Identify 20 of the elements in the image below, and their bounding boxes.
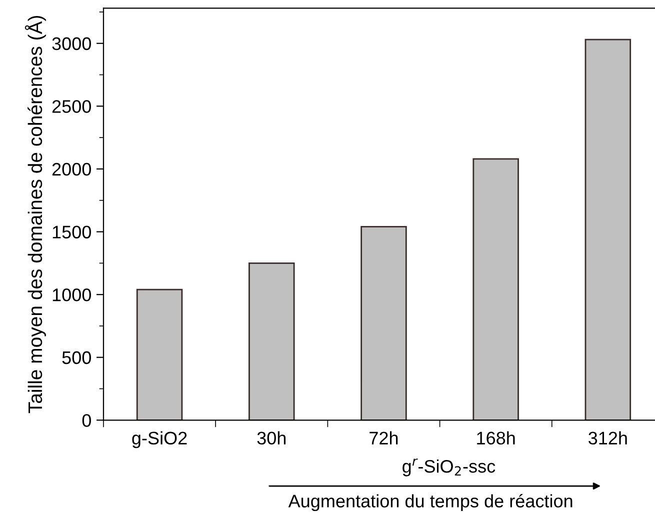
bar bbox=[472, 158, 519, 420]
x-tick-label: 72h bbox=[370, 431, 398, 444]
x-tick-label: 312h bbox=[588, 431, 627, 445]
bar bbox=[584, 38, 632, 420]
y-tick-label: 2000 bbox=[52, 162, 91, 176]
y-axis-title: Taille moyen des domaines de cohérences (Å) bbox=[24, 16, 46, 414]
y-tick-label: 1000 bbox=[52, 288, 91, 302]
y-tick-label: 2500 bbox=[52, 100, 91, 113]
y-tick-label: 500 bbox=[62, 351, 91, 364]
text: Augmentation du temps de réaction bbox=[288, 494, 572, 512]
text: g$^{r}$-SiO$_{2}$-ssc bbox=[402, 458, 496, 476]
y-tick-label: 0 bbox=[82, 414, 91, 427]
bar bbox=[248, 262, 295, 420]
x-tick-label: 168h bbox=[477, 431, 515, 445]
bar bbox=[136, 288, 183, 420]
x-tick-label: 30h bbox=[257, 431, 286, 445]
bar bbox=[360, 226, 407, 420]
y-tick-label: 1500 bbox=[52, 226, 91, 238]
x-tick-label: g-SiO2 bbox=[132, 431, 187, 448]
y-tick-label: 3000 bbox=[52, 37, 91, 50]
